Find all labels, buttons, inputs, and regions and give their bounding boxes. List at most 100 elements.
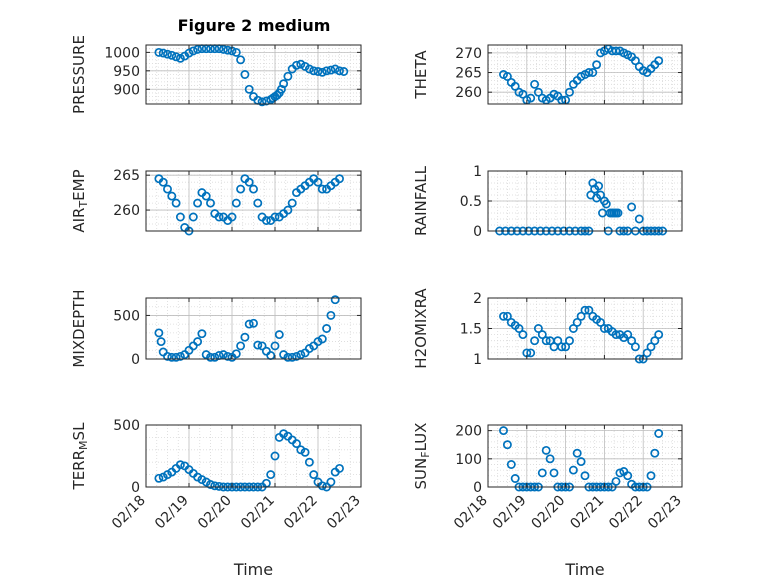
- y-tick-label: 0: [131, 480, 140, 496]
- data-point: [568, 465, 578, 475]
- data-point: [576, 457, 586, 467]
- data-point: [549, 468, 559, 478]
- data-point: [240, 70, 250, 79]
- subplot-h2omixra: 1 1.5 2 H2OMIXRA: [412, 288, 683, 369]
- data-point: [283, 205, 293, 215]
- data-point: [154, 328, 164, 338]
- x-tick-label: 02/20: [529, 493, 569, 533]
- data-point: [565, 336, 574, 346]
- data-point: [634, 214, 644, 224]
- data-point: [313, 67, 323, 76]
- data-point: [627, 202, 637, 212]
- data-point: [611, 46, 621, 56]
- data-point: [240, 332, 250, 342]
- y-tick-label: 0: [131, 352, 140, 368]
- data-point: [214, 481, 224, 491]
- data-point: [206, 198, 215, 208]
- data-point: [601, 199, 611, 209]
- y-tick-label: 0.5: [460, 194, 482, 210]
- data-point: [627, 336, 637, 346]
- data-point: [580, 471, 590, 481]
- y-axis-label: TERRMSL: [70, 422, 90, 491]
- data-point: [545, 454, 555, 464]
- data-point: [623, 330, 633, 340]
- data-point: [630, 56, 640, 66]
- x-tick-label: 02/18: [109, 493, 149, 533]
- y-tick-label: 260: [455, 85, 482, 101]
- data-point: [193, 337, 203, 347]
- data-point: [530, 79, 540, 89]
- data-point: [188, 212, 198, 222]
- data-point: [266, 470, 276, 480]
- data-point: [244, 177, 254, 187]
- data-point: [580, 305, 590, 315]
- data-point: [163, 351, 172, 361]
- data-point: [156, 337, 166, 347]
- subplot-sun-flux: 0 100 200 SUNFLUX 02/1802/1902/2002/2102/220…: [412, 423, 685, 579]
- data-point: [283, 352, 293, 362]
- subplot-rainfall: 0 0.5 1 RAINFALL: [412, 164, 683, 240]
- data-point: [253, 340, 263, 350]
- data-point: [154, 473, 164, 483]
- data-point: [270, 451, 280, 461]
- subplot-terr-msl: 0 500 TERRMSL 02/18 02/19 02/20 02/21 02/22 02/2…: [70, 418, 364, 579]
- data-point: [287, 198, 297, 208]
- data-point: [506, 460, 516, 469]
- data-point: [309, 470, 319, 480]
- data-point: [326, 65, 336, 75]
- data-point: [317, 184, 327, 194]
- data-point: [210, 481, 220, 491]
- data-point: [335, 66, 344, 76]
- data-point: [530, 336, 540, 346]
- data-point: [646, 342, 656, 352]
- data-point: [541, 336, 551, 346]
- x-tick-label: 02/19: [490, 493, 530, 533]
- y-axis-label: MIXDEPTH: [70, 289, 88, 367]
- y-tick-label: 270: [455, 46, 482, 62]
- data-point: [292, 60, 301, 70]
- data-point: [279, 79, 289, 89]
- data-point: [249, 184, 258, 194]
- data-point: [326, 477, 336, 487]
- data-point: [292, 439, 301, 449]
- y-tick-label: 900: [113, 82, 140, 98]
- data-point: [274, 330, 284, 340]
- subplot-air-temp: 260 265 AIRTEMP: [70, 168, 362, 236]
- axes-box: [487, 424, 683, 488]
- data-point: [568, 324, 578, 333]
- x-tick-label: 02/19: [152, 493, 192, 533]
- y-tick-label: 950: [113, 64, 140, 80]
- data-point: [596, 317, 605, 327]
- data-point: [236, 341, 246, 351]
- data-point: [206, 480, 215, 489]
- data-point: [615, 468, 625, 478]
- data-point: [623, 471, 633, 481]
- data-point: [236, 184, 246, 194]
- data-point: [611, 330, 621, 340]
- x-tick-label: 02/23: [324, 493, 364, 533]
- data-point: [171, 352, 181, 362]
- data-point: [553, 336, 563, 346]
- data-point: [510, 474, 520, 483]
- data-point: [576, 311, 586, 321]
- data-point: [244, 319, 254, 329]
- data-point: [518, 330, 528, 340]
- data-point: [175, 460, 185, 470]
- y-tick-label: 500: [113, 418, 140, 434]
- data-point: [154, 47, 164, 57]
- data-point: [565, 87, 574, 97]
- y-tick-label: 1: [473, 164, 482, 180]
- data-point: [557, 342, 567, 352]
- data-point: [292, 351, 301, 361]
- data-point: [227, 212, 237, 222]
- data-point: [592, 60, 602, 70]
- data-point: [272, 90, 282, 100]
- x-tick-label: 02/20: [195, 493, 235, 533]
- data-point: [231, 349, 241, 359]
- data-point: [171, 198, 181, 208]
- data-point: [171, 52, 181, 62]
- data-point: [596, 190, 605, 200]
- y-tick-label: 0: [473, 224, 482, 240]
- y-tick-label: 0: [473, 480, 482, 496]
